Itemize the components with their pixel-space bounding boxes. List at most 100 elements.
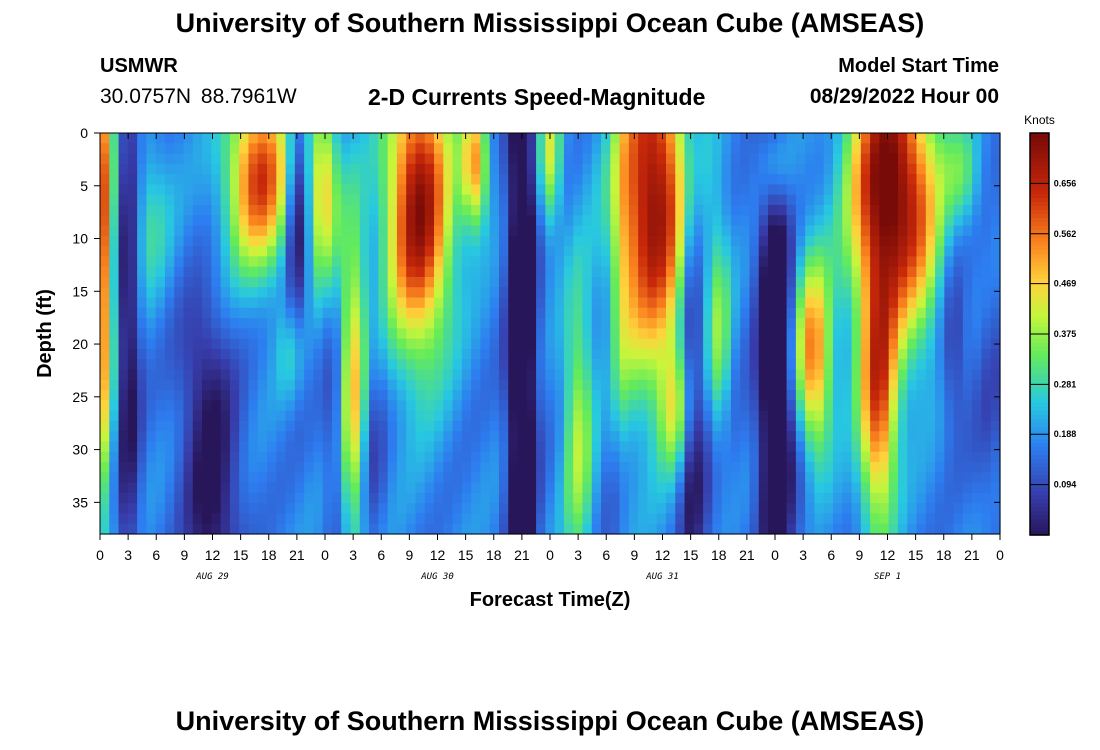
heatmap-cell [127,400,138,412]
heatmap-cell [350,420,361,432]
heatmap-cell [443,297,454,309]
heatmap-cell [925,338,936,350]
heatmap-cell [563,410,574,422]
colorbar-segment [1030,342,1049,347]
heatmap-cell [990,318,1001,329]
heatmap-cell [443,328,454,340]
heatmap-cell [693,307,704,319]
heatmap-cell [536,523,546,535]
heatmap-cell [888,225,899,237]
heatmap-cell [935,184,945,196]
heatmap-cell [712,523,723,535]
heatmap-cell [740,153,751,165]
heatmap-cell [897,338,908,350]
heatmap-cell [703,174,713,186]
heatmap-cell [415,462,426,473]
heatmap-cell [341,451,352,463]
heatmap-cell [897,184,908,196]
heatmap-cell [517,369,528,381]
heatmap-cell [229,225,240,237]
heatmap-cell [248,184,259,196]
heatmap-cell [498,276,509,288]
heatmap-cell [879,276,890,288]
heatmap-cell [443,451,454,463]
heatmap-cell [498,369,509,381]
heatmap-cell [211,513,222,525]
heatmap-cell [601,184,611,196]
heatmap-cell [842,307,853,319]
heatmap-cell [369,246,379,257]
heatmap-cell [304,235,314,247]
heatmap-cell [396,246,407,257]
colorbar-segment [1030,374,1049,379]
heatmap-cell [220,235,231,247]
heatmap-cell [638,359,649,371]
heatmap-cell [860,225,871,237]
heatmap-cell [424,523,435,535]
colorbar-segment [1030,526,1049,532]
heatmap-cell [888,235,899,247]
heatmap-cell [879,266,890,278]
heatmap-cell [471,348,482,360]
heatmap-cell [406,503,417,515]
heatmap-cell [814,482,825,494]
heatmap-cell [972,225,983,237]
heatmap-cell [730,503,741,515]
heatmap-cell [879,163,890,175]
heatmap-cell [285,359,296,371]
heatmap-cell [554,472,565,484]
heatmap-cell [378,163,389,175]
heatmap-cell [480,400,491,412]
heatmap-cell [285,441,296,453]
heatmap-cell [369,451,379,463]
heatmap-cell [322,400,333,412]
heatmap-cell [758,451,769,463]
heatmap-cell [665,256,676,268]
heatmap-cell [285,482,296,494]
heatmap-cell [628,318,639,329]
heatmap-cell [944,523,955,535]
heatmap-cell [897,266,908,278]
heatmap-cell [434,318,444,329]
heatmap-cell [554,246,565,257]
heatmap-cell [777,256,788,268]
heatmap-cell [220,410,231,422]
heatmap-cell [536,174,546,186]
heatmap-cell [406,184,417,196]
heatmap-cell [675,369,686,381]
heatmap-cell [758,184,769,196]
heatmap-cell [109,184,120,196]
heatmap-cell [461,184,472,196]
heatmap-cell [480,451,491,463]
heatmap-cell [805,431,816,443]
heatmap-cell [545,194,556,206]
heatmap-cell [591,266,602,278]
heatmap-cell [795,328,806,340]
colorbar-segment [1030,386,1049,391]
heatmap-cell [814,420,825,432]
heatmap-cell [183,215,194,227]
heatmap-cell [656,492,667,504]
heatmap-cell [164,318,175,329]
heatmap-cell [452,184,463,196]
heatmap-cell [656,420,667,432]
heatmap-cell [508,328,519,340]
heatmap-cell [610,379,621,391]
heatmap-cell [907,523,918,535]
heatmap-cell [851,441,862,453]
heatmap-cell [406,338,417,350]
heatmap-cell [164,153,175,165]
heatmap-cell [387,431,398,443]
heatmap-cell [665,266,676,278]
heatmap-cell [164,133,175,144]
heatmap-cell [276,379,287,391]
x-tick-label: 0 [771,547,779,563]
heatmap-cell [137,143,147,155]
heatmap-cell [211,318,222,329]
heatmap-cell [703,266,713,278]
heatmap-cell [712,276,723,288]
heatmap-cell [823,472,834,484]
heatmap-cell [211,194,222,206]
heatmap-cell [582,472,593,484]
heatmap-cell [842,379,853,391]
